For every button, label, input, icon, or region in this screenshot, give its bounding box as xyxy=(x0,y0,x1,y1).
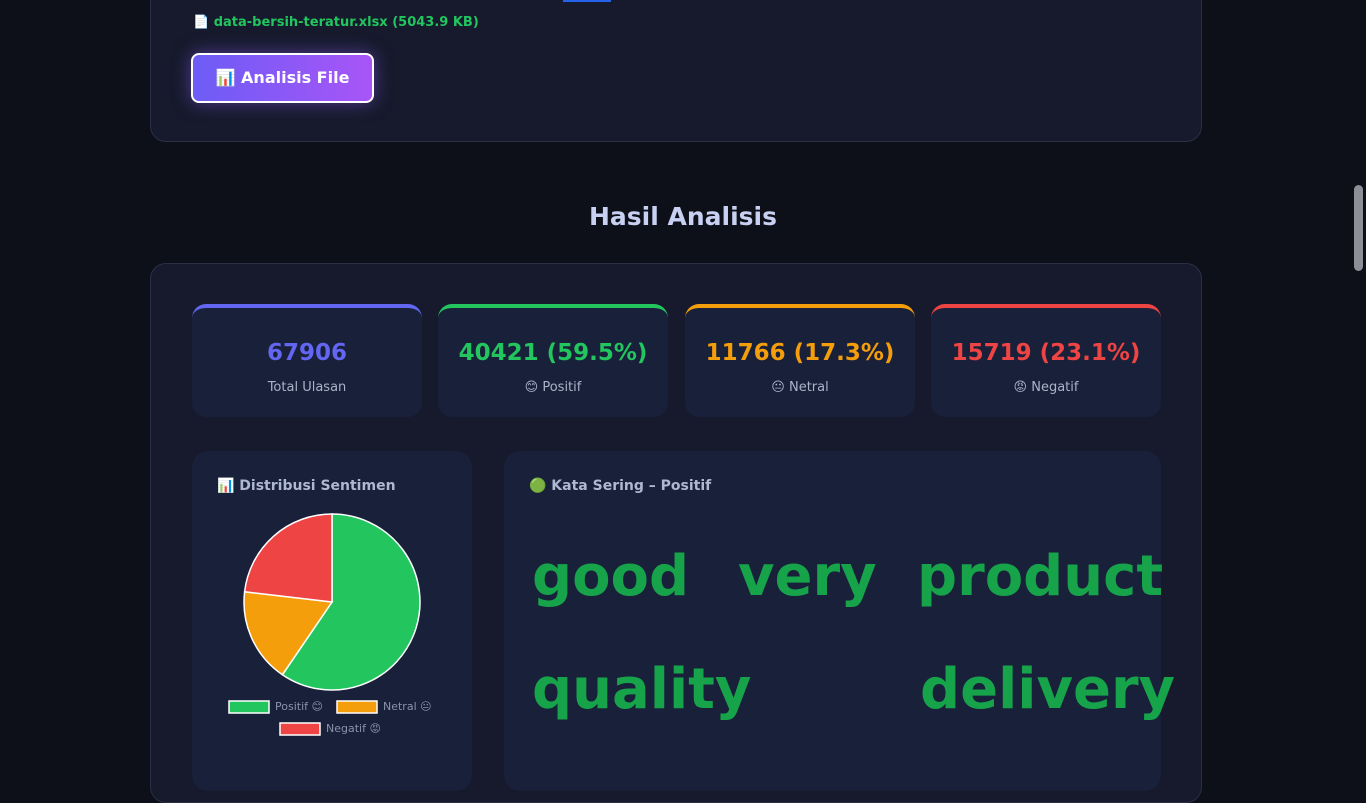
chart-title: 📊 Distribusi Sentimen xyxy=(217,478,396,494)
word: good xyxy=(532,544,690,609)
results-card: 67906 Total Ulasan 40421 (59.5%) 😊 Positif 1… xyxy=(150,263,1202,803)
stat-label: 😡 Negatif xyxy=(1013,380,1079,395)
word: delivery xyxy=(920,657,1176,722)
stat-card: 40421 (59.5%) 😊 Positif xyxy=(438,304,668,417)
words-panel: 🟢 Kata Sering – Positif good very product q… xyxy=(504,451,1175,791)
legend-swatch xyxy=(336,700,378,714)
word: quality xyxy=(532,657,752,722)
word: product xyxy=(917,544,1164,609)
stat-label: 😐 Netral xyxy=(771,380,829,395)
legend-label: Negatif 😡 xyxy=(326,722,381,735)
stat-value: 67906 xyxy=(266,340,348,366)
stat-card: 15719 (23.1%) 😡 Negatif xyxy=(931,304,1161,417)
stat-value: 15719 (23.1%) xyxy=(951,340,1141,366)
pie-slice xyxy=(243,513,333,603)
word: very xyxy=(738,544,877,609)
stat-value: 40421 (59.5%) xyxy=(458,340,648,366)
progress xyxy=(563,0,611,2)
pie-slice xyxy=(281,513,421,691)
stat-label: Total Ulasan xyxy=(267,380,347,395)
stat-card: 67906 Total Ulasan xyxy=(192,304,422,417)
stat-card: 11766 (17.3%) 😐 Netral xyxy=(685,304,915,417)
results-heading: Hasil Analisis xyxy=(588,202,777,231)
pie-slice xyxy=(243,590,334,676)
stat-value: 11766 (17.3%) xyxy=(705,340,895,366)
upload-card: 📄 data-bersih-teratur.xlsx (5043.9 KB) 📊… xyxy=(150,0,1202,142)
pie-chart: Positif 😊 Netral 😐Negatif 😡 xyxy=(228,513,432,736)
legend-swatch xyxy=(279,722,321,736)
legend-swatch xyxy=(228,700,270,714)
legend-label: Positif 😊 xyxy=(275,700,323,713)
stat-label: 😊 Positif xyxy=(524,380,582,395)
analyze-button[interactable]: 📊 Analisis File xyxy=(191,53,374,103)
file-info: 📄 data-bersih-teratur.xlsx (5043.9 KB) xyxy=(193,15,479,30)
scrollbar[interactable] xyxy=(1354,185,1363,271)
legend-label: Netral 😐 xyxy=(383,700,432,713)
chart-panel: 📊 Distribusi Sentimen Positif 😊 Netral 😐 N… xyxy=(192,451,472,791)
page: 📄 data-bersih-teratur.xlsx (5043.9 KB) 📊… xyxy=(150,0,1363,803)
words-title: 🟢 Kata Sering – Positif xyxy=(529,478,712,494)
